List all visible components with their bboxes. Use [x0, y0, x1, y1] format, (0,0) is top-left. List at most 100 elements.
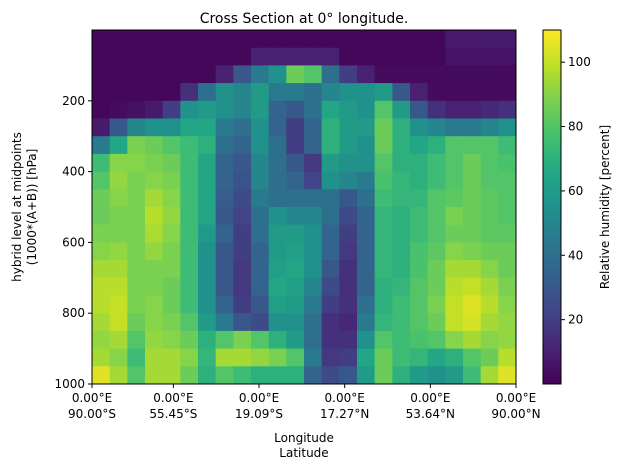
heatmap-cell — [215, 224, 234, 243]
heatmap-cell — [268, 313, 287, 332]
heatmap-cell — [180, 313, 199, 332]
heatmap-cell — [233, 65, 252, 84]
heatmap-cell — [374, 100, 393, 119]
heatmap-cell — [145, 224, 164, 243]
heatmap-cell — [162, 153, 181, 173]
heatmap-cell — [92, 330, 111, 350]
heatmap-cell — [357, 100, 376, 119]
colorbar — [542, 29, 562, 385]
colorbar-tick-label: 40 — [568, 248, 583, 262]
heatmap-cell — [127, 118, 146, 137]
heatmap-cell — [286, 295, 305, 314]
heatmap-cell — [268, 153, 287, 173]
y-tick-label: 800 — [62, 306, 85, 320]
heatmap-cell — [251, 366, 270, 385]
heatmap-cell — [268, 366, 287, 385]
heatmap-cell — [463, 65, 482, 84]
heatmap-cell — [445, 83, 464, 102]
heatmap-cell — [374, 348, 393, 367]
heatmap-cell — [251, 330, 270, 350]
heatmap-cell — [109, 171, 128, 190]
heatmap-cell — [215, 83, 234, 102]
heatmap-cell — [180, 242, 199, 261]
heatmap-cell — [445, 118, 464, 137]
heatmap-cell — [162, 207, 181, 226]
heatmap-cell — [480, 189, 499, 208]
heatmap-cell — [339, 83, 358, 102]
heatmap-cell — [109, 224, 128, 243]
heatmap-cell — [233, 47, 252, 66]
heatmap-cell — [215, 277, 234, 296]
heatmap-cell — [92, 47, 111, 66]
heatmap-cell — [357, 30, 376, 49]
heatmap-cell — [92, 277, 111, 296]
heatmap-cell — [233, 100, 252, 119]
y-axis-label-line2: (1000*(A+B)) [hPa] — [25, 149, 39, 266]
x-axis-label-line2: Latitude — [279, 446, 328, 460]
heatmap-cell — [321, 189, 340, 208]
heatmap-cell — [233, 348, 252, 367]
x-tick-label: 17.27°N — [320, 407, 369, 421]
heatmap-cell — [233, 242, 252, 261]
heatmap-cell — [109, 100, 128, 119]
heatmap-cell — [92, 136, 111, 155]
heatmap-cell — [427, 118, 446, 137]
heatmap-cell — [392, 348, 411, 367]
heatmap-cell — [162, 47, 181, 66]
heatmap-cell — [445, 100, 464, 119]
heatmap-cell — [374, 83, 393, 102]
heatmap-cell — [286, 83, 305, 102]
heatmap-cell — [339, 242, 358, 261]
heatmap-cell — [480, 260, 499, 279]
heatmap-cell — [321, 224, 340, 243]
heatmap-cell — [109, 83, 128, 102]
heatmap-cell — [463, 295, 482, 314]
heatmap-cell — [374, 313, 393, 332]
heatmap-cell — [463, 277, 482, 296]
heatmap-cell — [145, 295, 164, 314]
heatmap-cell — [374, 295, 393, 314]
heatmap-cell — [251, 118, 270, 137]
heatmap-cell — [392, 313, 411, 332]
heatmap-cell — [374, 153, 393, 173]
heatmap-cell — [198, 65, 217, 84]
heatmap-cell — [109, 136, 128, 155]
heatmap-cell — [127, 65, 146, 84]
heatmap-cell — [463, 153, 482, 173]
heatmap-cell — [427, 366, 446, 385]
heatmap-cell — [251, 30, 270, 49]
heatmap-cell — [215, 47, 234, 66]
heatmap-cell — [180, 348, 199, 367]
heatmap-cell — [410, 189, 429, 208]
heatmap-cell — [392, 277, 411, 296]
heatmap-cell — [268, 295, 287, 314]
heatmap-cell — [445, 171, 464, 190]
heatmap-cell — [286, 330, 305, 350]
heatmap-cell — [304, 153, 323, 173]
heatmap-cell — [198, 207, 217, 226]
heatmap-cell — [180, 30, 199, 49]
heatmap-cell — [127, 295, 146, 314]
heatmap-cell — [374, 136, 393, 155]
heatmap-cell — [392, 295, 411, 314]
heatmap-cell — [463, 224, 482, 243]
heatmap-cell — [180, 295, 199, 314]
heatmap-cell — [304, 330, 323, 350]
heatmap-cell — [180, 83, 199, 102]
heatmap-cell — [180, 65, 199, 84]
heatmap-cell — [304, 207, 323, 226]
heatmap-cell — [339, 207, 358, 226]
heatmap-cell — [268, 47, 287, 66]
heatmap-cell — [233, 207, 252, 226]
heatmap-cell — [339, 118, 358, 137]
heatmap-cell — [162, 30, 181, 49]
heatmap-cell — [127, 153, 146, 173]
heatmap-cell — [339, 366, 358, 385]
heatmap-cell — [498, 118, 517, 137]
y-tick-label: 1000 — [54, 377, 85, 391]
heatmap-cell — [357, 366, 376, 385]
heatmap-cell — [463, 242, 482, 261]
heatmap-cell — [357, 153, 376, 173]
heatmap-cell — [162, 260, 181, 279]
heatmap-cell — [251, 153, 270, 173]
